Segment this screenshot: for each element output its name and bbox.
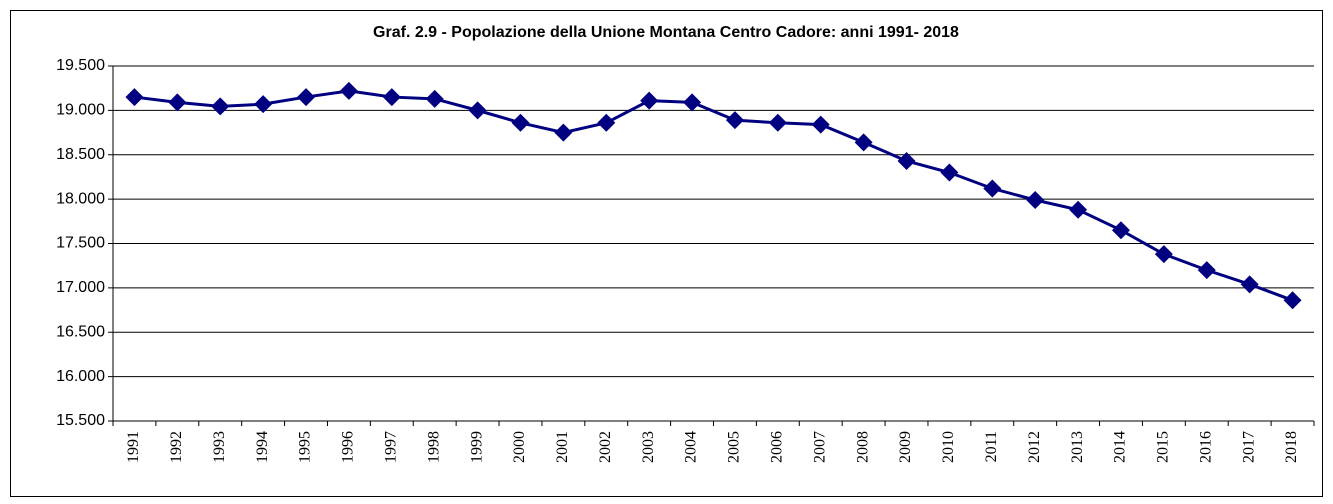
data-point xyxy=(940,163,959,182)
data-point xyxy=(339,81,358,100)
x-tick-label: 2007 xyxy=(811,431,828,463)
y-tick-label: 16.000 xyxy=(56,368,105,385)
data-point xyxy=(425,89,444,108)
x-tick-label: 2013 xyxy=(1069,431,1086,463)
data-line xyxy=(134,89,1294,302)
x-tick-label: 2010 xyxy=(940,431,957,463)
x-tick-label: 2016 xyxy=(1197,431,1214,463)
data-point xyxy=(1197,261,1216,280)
data-point xyxy=(297,88,316,107)
x-tick-label: 1996 xyxy=(340,431,357,463)
x-tick-label: 2005 xyxy=(726,431,743,463)
y-tick-label: 15.500 xyxy=(56,412,105,429)
data-point xyxy=(125,88,144,107)
y-tick-label: 17.000 xyxy=(56,279,105,296)
x-tick-label: 2012 xyxy=(1026,431,1043,463)
x-tick-label: 1998 xyxy=(425,431,442,463)
x-tick-label: 2003 xyxy=(640,431,657,463)
data-point xyxy=(211,97,230,116)
x-tick-label: 2015 xyxy=(1155,431,1172,463)
x-tick-label: 2000 xyxy=(511,431,528,463)
data-point xyxy=(683,93,702,112)
y-tick-label: 18.500 xyxy=(56,146,105,163)
data-point xyxy=(1026,191,1045,210)
chart-title: Graf. 2.9 - Popolazione della Unione Mon… xyxy=(373,24,959,41)
y-tick-label: 16.500 xyxy=(56,323,105,340)
data-point xyxy=(1069,200,1088,219)
data-point xyxy=(254,95,273,114)
y-tick-label: 17.500 xyxy=(56,235,105,252)
x-tick-label: 2002 xyxy=(597,431,614,463)
data-point xyxy=(768,113,787,132)
chart-border xyxy=(10,10,1323,497)
x-tick-label: 2018 xyxy=(1283,431,1300,463)
data-point xyxy=(725,111,744,130)
data-point xyxy=(468,101,487,120)
x-tick-label: 2011 xyxy=(983,431,1000,462)
x-tick-label: 1993 xyxy=(211,431,228,463)
x-tick-label: 2001 xyxy=(554,431,571,463)
x-tick-label: 1995 xyxy=(297,431,314,463)
data-point xyxy=(897,151,916,170)
x-tick-label: 2006 xyxy=(769,431,786,463)
x-tick-label: 2008 xyxy=(854,431,871,463)
y-tick-label: 19.000 xyxy=(56,102,105,119)
data-point xyxy=(1111,221,1130,240)
x-tick-label: 2009 xyxy=(897,431,914,463)
data-point xyxy=(983,179,1002,198)
data-point xyxy=(640,91,659,110)
y-tick-label: 19.500 xyxy=(56,57,105,74)
data-point xyxy=(854,133,873,152)
x-tick-label: 2004 xyxy=(683,431,700,463)
data-point xyxy=(168,93,187,112)
y-tick-label: 18.000 xyxy=(56,190,105,207)
x-tick-label: 1991 xyxy=(125,431,142,463)
data-point xyxy=(811,115,830,134)
data-point xyxy=(597,113,616,132)
data-point xyxy=(382,88,401,107)
data-point xyxy=(1283,291,1302,310)
x-tick-label: 1999 xyxy=(468,431,485,463)
x-tick-label: 1994 xyxy=(254,431,271,463)
x-tick-label: 2017 xyxy=(1240,431,1257,463)
data-point xyxy=(1154,245,1173,264)
data-point xyxy=(554,123,573,142)
x-tick-label: 1997 xyxy=(382,431,399,463)
x-tick-label: 2014 xyxy=(1112,431,1129,463)
data-point xyxy=(1240,275,1259,294)
data-point xyxy=(511,113,530,132)
x-tick-label: 1992 xyxy=(168,431,185,463)
